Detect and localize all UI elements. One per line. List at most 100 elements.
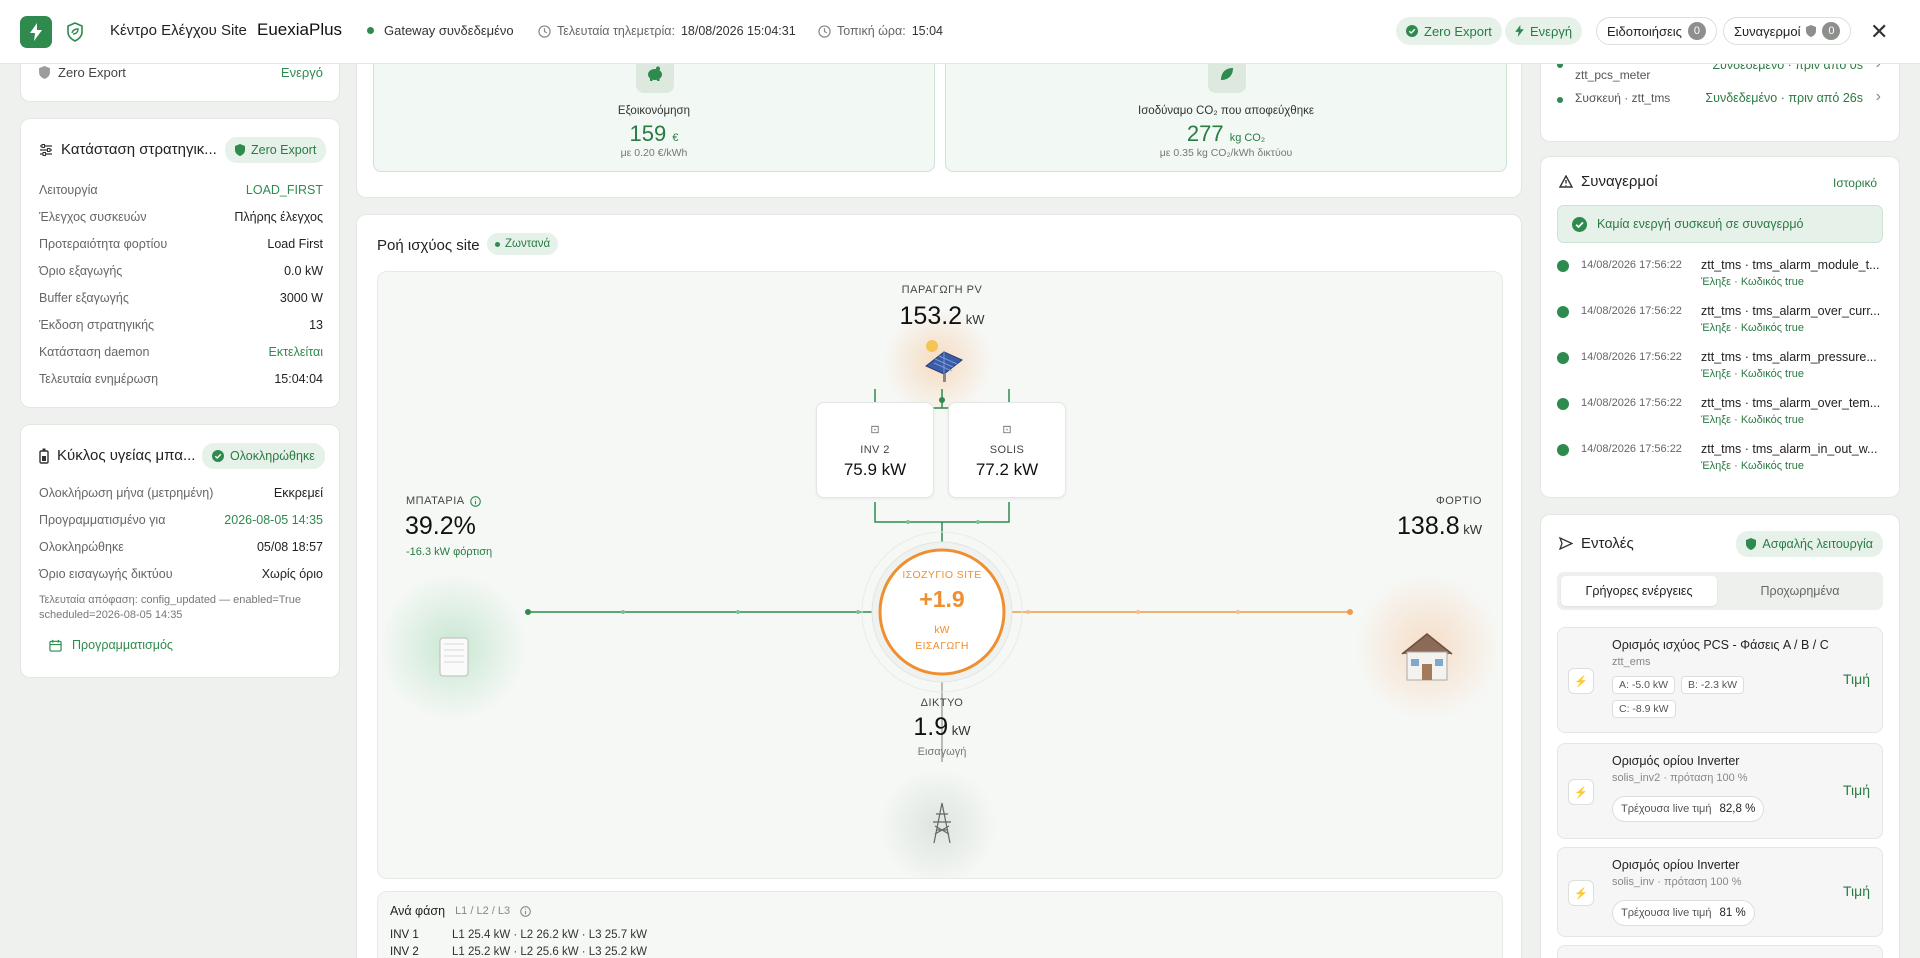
zero-export-label: Zero Export	[1424, 23, 1492, 39]
check-circle-icon	[1557, 398, 1569, 410]
notifications-button[interactable]: Ειδοποιήσεις 0	[1596, 17, 1717, 45]
live-dot-icon	[495, 241, 500, 247]
command-item[interactable]: Ορισμός ορίου ισχύος Inverter	[1557, 945, 1883, 958]
check-circle-icon	[1557, 444, 1569, 456]
inverter-card-inv2[interactable]: ⊡ INV 2 75.9 kW	[816, 402, 934, 498]
clock-icon	[538, 24, 551, 38]
command-sub: ztt_ems	[1612, 656, 1651, 668]
info-icon[interactable]	[520, 905, 531, 917]
alarm-item[interactable]: 14/08/2026 17:56:22 ztt_tms · tms_alarm_m…	[1557, 257, 1887, 303]
strategy-rows: Λειτουργία LOAD_FIRST Έλεγχος συσκευών Πλήρ…	[39, 176, 323, 392]
strategy-card: Κατάσταση στρατηγικ... Zero Export Λειτο…	[20, 118, 340, 408]
status-dot-icon	[1557, 62, 1563, 68]
alarm-time: 14/08/2026 17:56:22	[1581, 443, 1682, 455]
value-button[interactable]: Τιμή	[1843, 883, 1870, 899]
savings-label: Εξοικονόμηση	[617, 105, 691, 117]
zero-export-pill[interactable]: Zero Export	[1396, 17, 1502, 45]
shield-leaf-icon[interactable]	[66, 22, 84, 42]
command-title: Ορισμός ορίου Inverter	[1612, 858, 1740, 872]
savings-panel: Εξοικονόμηση 159 € με 0.20 €/kWh Ισοδύνα…	[356, 40, 1522, 198]
alarms-header: Συναγερμοί	[1559, 173, 1658, 190]
bolt-icon	[1515, 25, 1524, 37]
sliders-icon	[40, 143, 52, 156]
kv-value: Χωρίς όριο	[261, 566, 323, 581]
alarm-sub: Έληξε · Κωδικός true	[1701, 414, 1805, 426]
status-dot-icon	[1557, 97, 1563, 103]
inverter-card-solis[interactable]: ⊡ SOLIS 77.2 kW	[948, 402, 1066, 498]
inverter-value: 75.9 kW	[843, 460, 907, 479]
bolt-icon: ⚡	[1568, 779, 1594, 805]
command-sub: solis_inv · πρόταση 100 %	[1612, 876, 1742, 888]
kv-value: Πλήρης έλεγχος	[234, 209, 323, 224]
bolt-logo-icon	[20, 16, 52, 48]
command-title: Ορισμός ισχύος PCS - Φάσεις A / B / C	[1612, 638, 1829, 652]
alarms-button[interactable]: Συναγερμοί 0	[1723, 17, 1852, 45]
value-button[interactable]: Τιμή	[1843, 671, 1870, 687]
tab-advanced[interactable]: Προχωρημένα	[1760, 584, 1840, 598]
alarm-text: ztt_tms · tms_alarm_module_t...	[1701, 258, 1880, 272]
chevron-right-icon[interactable]: ›	[1875, 88, 1881, 105]
co2-value: 277	[1186, 121, 1224, 146]
phases-sub: L1 / L2 / L3	[455, 905, 511, 917]
send-icon	[1559, 537, 1573, 550]
kv-label: Buffer εξαγωγής	[39, 290, 129, 305]
tab-quick-actions[interactable]: Γρήγορες ενέργειες	[1561, 576, 1717, 606]
kv-row: Κατάσταση daemon Εκτελείται	[39, 338, 323, 365]
flow-lines	[525, 389, 1353, 762]
device-name: Συσκευή · ztt_tms	[1575, 91, 1671, 105]
alarm-item[interactable]: 14/08/2026 17:56:22 ztt_tms · tms_alarm_p…	[1557, 349, 1887, 395]
load-unit: kW	[1463, 522, 1482, 537]
shield-icon	[39, 66, 50, 79]
co2-sub: με 0.35 kg CO₂/kWh δικτύου	[1159, 147, 1293, 159]
alarm-sub: Έληξε · Κωδικός true	[1701, 460, 1805, 472]
inverter-name: INV 2	[860, 444, 890, 456]
savings-card: Εξοικονόμηση 159 € με 0.20 €/kWh	[373, 50, 935, 172]
flow-canvas: ΠΑΡΑΓΩΓΗ PV 153.2 kW ⊡ INV 2 75.9 kW ⊡ S…	[377, 271, 1503, 879]
live-label: Ζωντανά	[505, 238, 551, 250]
strategy-title: Κατάσταση στρατηγικ...	[61, 141, 217, 158]
alarm-item[interactable]: 14/08/2026 17:56:22 ztt_tms · tms_alarm_i…	[1557, 441, 1887, 487]
alarms-history-link[interactable]: Ιστορικό	[1832, 176, 1877, 190]
kv-value: 13	[309, 317, 323, 332]
last-decision-text: Τελευταία απόφαση: config_updated — enab…	[39, 594, 301, 621]
device-sub: ztt_pcs_meter	[1575, 68, 1651, 82]
pv-label: ΠΑΡΑΓΩΓΗ PV	[901, 284, 983, 296]
kv-row: Προτεραιότητα φορτίου Load First	[39, 230, 323, 257]
value-chip: A: -5.0 kW	[1612, 676, 1676, 694]
alarm-item[interactable]: 14/08/2026 17:56:22 ztt_tms · tms_alarm_o…	[1557, 395, 1887, 441]
phase-rows: INV 1 L1 25.4 kW · L2 26.2 kW · L3 25.7 k…	[390, 926, 647, 958]
phase-row: INV 1 L1 25.4 kW · L2 26.2 kW · L3 25.7 k…	[390, 926, 647, 943]
command-sub: solis_inv2 · πρόταση 100 %	[1612, 772, 1748, 784]
value-chip: B: -2.3 kW	[1681, 676, 1745, 694]
kv-label: Ολοκληρώθηκε	[39, 539, 124, 554]
balance-unit: kW	[934, 624, 950, 636]
kv-value: 05/08 18:57	[256, 539, 323, 554]
check-circle-icon	[1557, 352, 1569, 364]
check-circle-icon	[1557, 260, 1569, 272]
command-item[interactable]: ⚡ Ορισμός ορίου Inverter solis_inv2 · πρότ…	[1557, 743, 1883, 839]
live-value-chip: Τρέχουσα live τιμή 82,8 %	[1612, 796, 1765, 822]
alarms-label: Συναγερμοί	[1734, 23, 1801, 39]
battery-icon	[39, 448, 49, 464]
brand-name: EuexiaPlus	[257, 20, 343, 39]
notifications-count: 0	[1687, 22, 1706, 40]
info-icon[interactable]	[469, 495, 481, 507]
active-pill[interactable]: Ενεργή	[1505, 17, 1583, 45]
health-title: Κύκλος υγείας μπα...	[57, 447, 196, 464]
alarm-item[interactable]: 14/08/2026 17:56:22 ztt_tms · tms_alarm_o…	[1557, 303, 1887, 349]
phases-title: Ανά φάση	[390, 904, 446, 918]
command-item[interactable]: ⚡ Ορισμός ισχύος PCS - Φάσεις A / B / C zt…	[1557, 627, 1883, 733]
value-button[interactable]: Τιμή	[1843, 782, 1870, 798]
kv-label: Κατάσταση daemon	[39, 344, 150, 359]
kv-label: Προτεραιότητα φορτίου	[39, 236, 168, 251]
schedule-link[interactable]: Προγραμματισμός	[49, 638, 173, 652]
alarm-sub: Έληξε · Κωδικός true	[1701, 322, 1805, 334]
command-item[interactable]: ⚡ Ορισμός ορίου Inverter solis_inv · πρότα…	[1557, 847, 1883, 937]
alarm-time: 14/08/2026 17:56:22	[1581, 351, 1682, 363]
commands-title: Εντολές	[1581, 535, 1634, 552]
phases-panel: Ανά φάση L1 / L2 / L3 INV 1 L1 25.4 kW · …	[377, 891, 1503, 958]
kv-row: Όριο εξαγωγής 0.0 kW	[39, 257, 323, 284]
close-icon[interactable]: ✕	[1870, 19, 1889, 44]
device-row[interactable]: Συσκευή · ztt_tms Συνδεδεμένο · πριν από …	[1557, 76, 1885, 122]
battery-value: 39.2%	[405, 512, 476, 540]
